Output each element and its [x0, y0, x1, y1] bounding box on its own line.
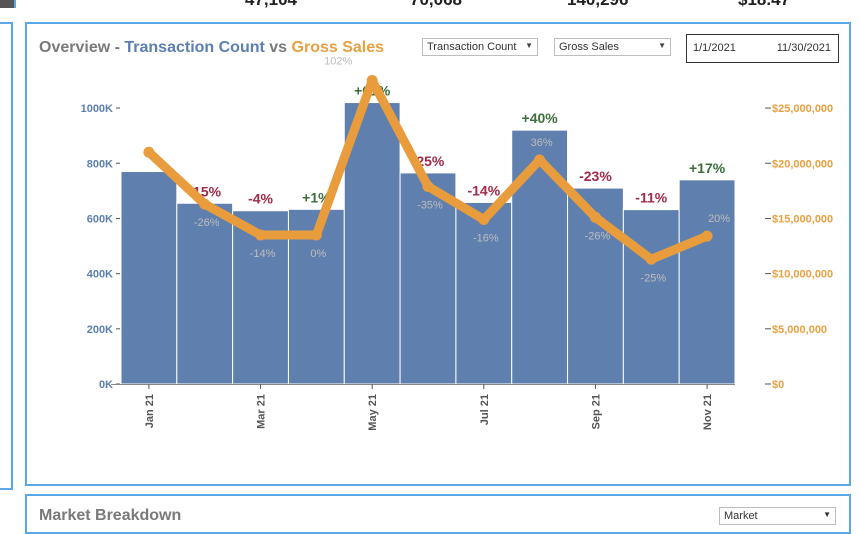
kpi-value-2: 70,068 — [410, 0, 462, 10]
filter-panel — [0, 22, 13, 490]
bar-change-label: -11% — [635, 190, 667, 206]
kpi-corner-block — [0, 0, 16, 8]
chart-title: Overview - Transaction Count vs Gross Sa… — [39, 39, 384, 57]
line-change-label: -26% — [585, 230, 611, 242]
chevron-down-icon: ▼ — [525, 41, 533, 50]
gross-sales-point — [701, 230, 713, 242]
metric2-dropdown-value: Gross Sales — [559, 41, 619, 53]
y-right-tick-label: $25,000,000 — [772, 103, 833, 115]
line-change-label: 0% — [310, 248, 326, 260]
title-prefix: Overview - — [39, 39, 125, 56]
y-right-tick-label: $0 — [772, 379, 784, 391]
line-change-label: -14% — [250, 248, 276, 260]
gross-sales-point — [422, 180, 434, 192]
market-dropdown-value: Market — [724, 510, 758, 522]
kpi-strip: 47,104 70,068 140,296 $18.47 — [0, 0, 868, 10]
bar — [678, 179, 736, 385]
y-left-tick-label: 800K — [87, 158, 113, 170]
gross-sales-point — [310, 229, 322, 241]
y-left-tick-label: 1000K — [81, 103, 113, 115]
date-range-filter[interactable]: 1/1/2021 11/30/2021 — [686, 34, 839, 63]
x-tick-label: Mar 21 — [256, 394, 268, 429]
y-right-tick-label: $20,000,000 — [772, 158, 833, 170]
line-change-label: 36% — [531, 137, 553, 149]
metric2-dropdown[interactable]: Gross Sales ▼ — [554, 38, 671, 56]
chevron-down-icon: ▼ — [823, 510, 831, 519]
title-metric-2: Gross Sales — [291, 39, 385, 56]
bar-change-label: -4% — [248, 191, 273, 207]
y-right-tick-label: $10,000,000 — [772, 269, 833, 281]
gross-sales-point — [478, 214, 490, 226]
y-left-tick-label: 400K — [87, 269, 113, 281]
y-right-tick-label: $5,000,000 — [772, 324, 827, 336]
title-vs: vs — [264, 39, 292, 56]
y-left-tick-label: 0K — [99, 379, 113, 391]
market-breakdown-title: Market Breakdown — [39, 507, 182, 524]
bar — [622, 209, 680, 385]
kpi-value-3: 140,296 — [567, 0, 628, 10]
chevron-down-icon: ▼ — [658, 41, 666, 50]
y-left-tick-label: 200K — [87, 324, 113, 336]
overview-chart: 0K 200K 400K 600K 800K 1000K $0 $5,000,000 $10,0… — [81, 55, 834, 431]
gross-sales-point — [255, 229, 267, 241]
bar — [120, 171, 178, 385]
bar-change-label: +17% — [689, 160, 726, 176]
gross-sales-point — [589, 211, 601, 223]
line-change-label: -16% — [473, 233, 499, 245]
bar-change-label: -23% — [579, 168, 612, 184]
line-change-label: 20% — [708, 213, 730, 225]
title-metric-1: Transaction Count — [124, 39, 265, 56]
bar-change-label: +40% — [522, 110, 559, 126]
gross-sales-point — [534, 154, 546, 166]
overview-panel: Overview - Transaction Count vs Gross Sa… — [25, 22, 851, 486]
date-start[interactable]: 1/1/2021 — [693, 42, 736, 54]
x-tick-label: Sep 21 — [590, 394, 602, 429]
gross-sales-point — [645, 253, 657, 265]
gross-sales-point — [366, 74, 378, 86]
kpi-value-1: 47,104 — [245, 0, 297, 10]
x-tick-label: Nov 21 — [702, 394, 714, 430]
bar-change-label: -14% — [467, 182, 500, 198]
bar — [176, 202, 234, 385]
gross-sales-point — [199, 198, 211, 210]
line-change-label: 102% — [324, 55, 352, 67]
line-change-label: -25% — [640, 272, 666, 284]
kpi-value-4: $18.47 — [738, 0, 790, 10]
x-tick-label: Jul 21 — [479, 394, 491, 425]
date-end[interactable]: 11/30/2021 — [776, 42, 831, 54]
x-tick-label: May 21 — [367, 394, 379, 431]
gross-sales-point — [143, 146, 155, 158]
metric1-dropdown[interactable]: Transaction Count ▼ — [422, 38, 538, 56]
market-dropdown[interactable]: Market ▼ — [719, 507, 836, 525]
y-left-tick-label: 600K — [87, 213, 113, 225]
bar — [343, 102, 401, 385]
metric1-dropdown-value: Transaction Count — [427, 41, 517, 53]
line-change-label: -26% — [194, 217, 220, 229]
line-change-label: -35% — [417, 199, 443, 211]
x-tick-label: Jan 21 — [144, 394, 156, 428]
market-breakdown-panel: Market Breakdown Market ▼ — [25, 494, 851, 534]
bar — [455, 201, 513, 385]
y-right-tick-label: $15,000,000 — [772, 213, 833, 225]
bar — [511, 129, 569, 385]
